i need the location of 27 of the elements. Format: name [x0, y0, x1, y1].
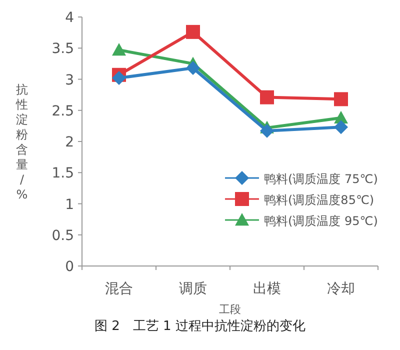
point: [334, 92, 348, 106]
point: [260, 124, 274, 138]
point: [112, 71, 126, 86]
x-tick-label: 出模: [253, 281, 281, 297]
y-tick-label: 4: [65, 10, 74, 26]
caption: 图 2 工艺 1 过程中抗性淀粉的变化: [94, 319, 306, 334]
x-tick-label: 冷却: [327, 281, 355, 297]
y-tick-label: 2: [65, 134, 74, 150]
y-tick-label: 0: [65, 259, 74, 275]
point: [260, 90, 274, 104]
point: [112, 42, 126, 56]
y-tick-label: 0.5: [52, 228, 74, 244]
y-tick-label: 3.5: [52, 41, 74, 58]
y-axis-title: 抗性淀粉含量/%: [15, 82, 28, 202]
y-tick-label: 2.5: [52, 103, 74, 120]
x-tick-label: 调质: [179, 281, 207, 297]
y-tick-label: 1: [65, 196, 74, 213]
x-axis-title: 工段: [219, 303, 241, 316]
x-tick-label: 混合: [105, 281, 133, 297]
y-tick-label: 1.5: [52, 166, 74, 182]
y-tick-label: 3: [65, 72, 74, 88]
legend-label: 鸭料(调质温度85℃): [264, 193, 374, 207]
legend-label: 鸭料(调质温度 95℃): [264, 214, 378, 228]
point: [186, 24, 200, 39]
legend-label: 鸭料(调质温度 75℃): [264, 172, 378, 186]
point: [186, 61, 200, 76]
point: [334, 120, 348, 134]
